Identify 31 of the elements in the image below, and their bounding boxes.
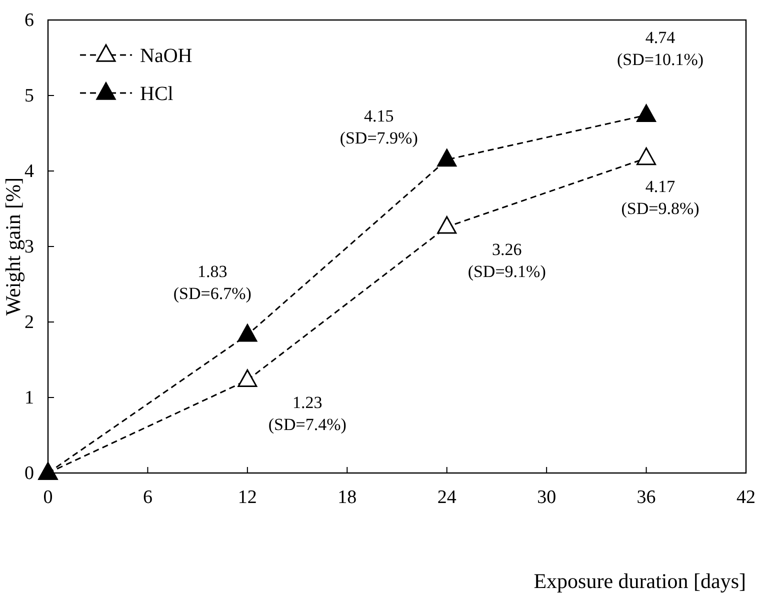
point xyxy=(636,104,656,122)
data-label: 4.17 (SD=9.8%) xyxy=(621,177,700,218)
y-tick-label: 6 xyxy=(24,10,34,31)
point xyxy=(238,369,258,388)
point xyxy=(437,216,457,234)
y-axis-title: Weight gain [%] xyxy=(1,177,25,316)
legend-label: NaOH xyxy=(140,45,192,67)
x-tick-label: 12 xyxy=(238,487,257,508)
x-tick-label: 6 xyxy=(142,487,152,508)
y-tick-label: 5 xyxy=(24,86,34,106)
x-tick-label: 24 xyxy=(437,487,457,508)
point xyxy=(636,147,656,166)
data-label: 1.23 (SD=7.4%) xyxy=(268,393,346,434)
data-label: 3.26 (SD=9.1%) xyxy=(468,240,546,281)
y-tick-label: 2 xyxy=(24,312,34,333)
y-tick-label: 3 xyxy=(24,236,34,258)
y-tick-label: 0 xyxy=(24,463,34,484)
y-tick-label: 4 xyxy=(24,161,34,182)
y-tick-label: 1 xyxy=(24,388,34,408)
data-label: 1.83 (SD=6.7%) xyxy=(173,262,252,303)
x-tick-label: 30 xyxy=(537,487,556,508)
x-tick-label: 0 xyxy=(43,487,53,508)
legend-label: HCl xyxy=(140,83,174,105)
x-tick-label: 36 xyxy=(636,487,656,508)
x-tick-label: 42 xyxy=(736,487,756,508)
x-axis-title: Exposure duration [days] xyxy=(534,569,746,593)
x-tick-label: 18 xyxy=(338,487,357,508)
data-label: 4.74 (SD=10.1%) xyxy=(617,28,704,70)
point xyxy=(437,148,457,167)
data-label: 4.15 (SD=7.9%) xyxy=(340,106,418,148)
point xyxy=(238,324,258,342)
